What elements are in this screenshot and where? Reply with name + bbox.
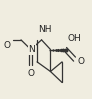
Text: N: N: [29, 45, 35, 54]
Text: O: O: [77, 57, 84, 66]
Text: OH: OH: [67, 34, 81, 43]
Text: NH: NH: [38, 25, 52, 34]
Text: O: O: [3, 41, 10, 50]
Text: O: O: [27, 69, 34, 78]
